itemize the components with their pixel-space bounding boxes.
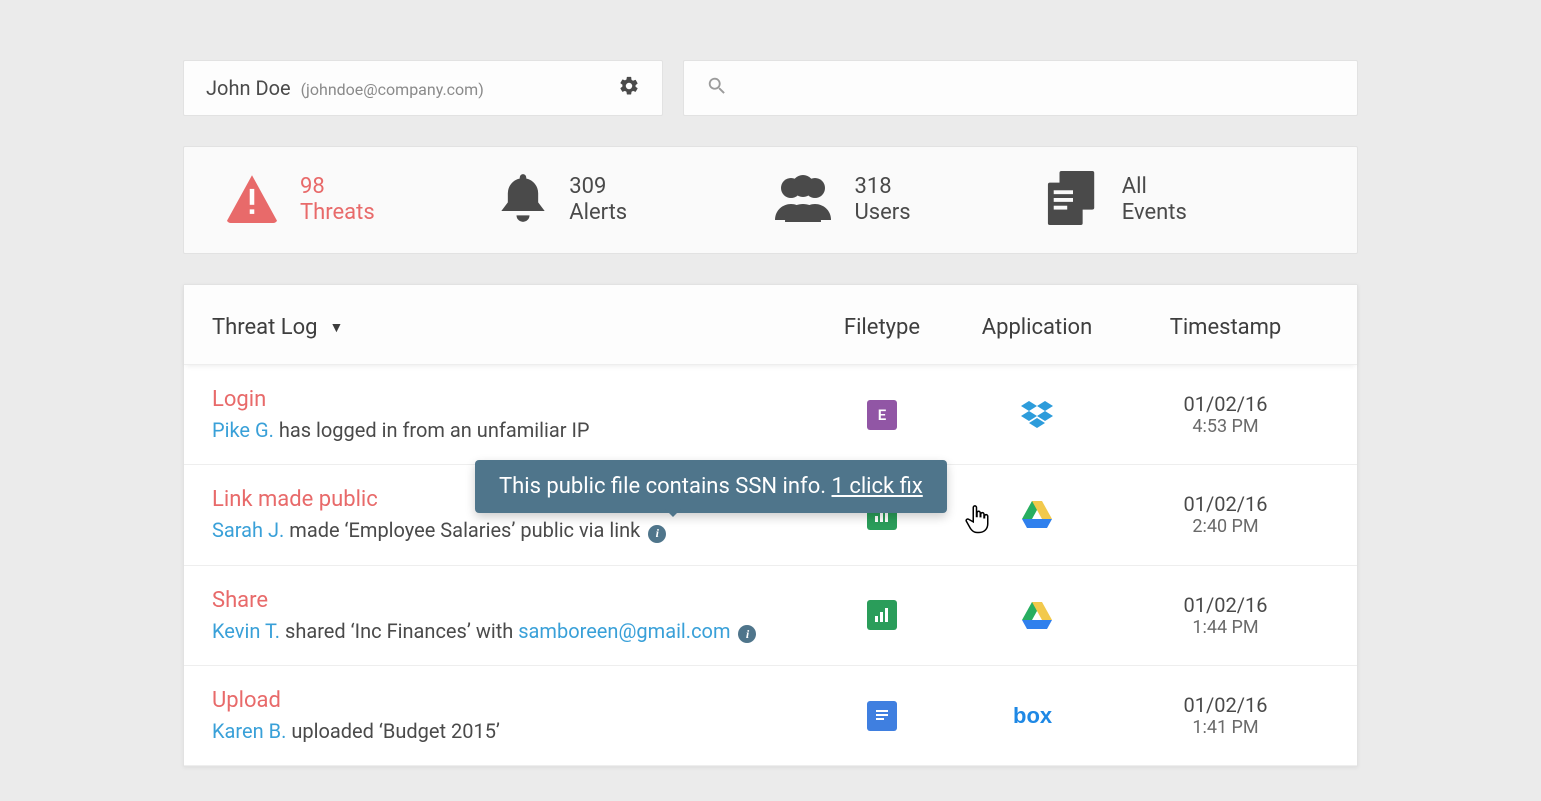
documents-icon xyxy=(1044,171,1102,229)
timestamp-time: 1:44 PM xyxy=(1122,617,1329,638)
top-bar: John Doe (johndoe@company.com) xyxy=(183,60,1358,116)
col-timestamp[interactable]: Timestamp xyxy=(1122,315,1329,340)
threat-log-panel: Threat Log ▼ Filetype Application Timest… xyxy=(183,284,1358,767)
warning-icon xyxy=(224,173,280,227)
col-application[interactable]: Application xyxy=(952,315,1122,340)
user-email: (johndoe@company.com) xyxy=(301,80,484,99)
svg-text:box: box xyxy=(1013,703,1053,728)
alerts-label: Alerts xyxy=(569,200,627,226)
filetype-badge xyxy=(867,701,897,731)
bell-icon xyxy=(497,169,549,231)
user-card: John Doe (johndoe@company.com) xyxy=(183,60,663,116)
filetype-badge: E xyxy=(867,400,897,430)
info-tooltip: This public file contains SSN info. 1 cl… xyxy=(475,460,947,513)
info-icon[interactable]: i xyxy=(738,625,756,643)
timestamp-date: 01/02/16 xyxy=(1122,593,1329,617)
tooltip-fix-link[interactable]: 1 click fix xyxy=(832,474,923,499)
threat-actor[interactable]: Kevin T. xyxy=(212,619,280,643)
users-icon xyxy=(771,171,835,229)
summary-bar: 98 Threats 309 Alerts 318 xyxy=(183,146,1358,254)
app-icon xyxy=(952,501,1122,528)
col-threat-log-label: Threat Log xyxy=(212,315,318,340)
events-label: Events xyxy=(1122,200,1187,226)
threat-type: Share xyxy=(212,588,812,613)
info-icon[interactable]: i xyxy=(648,525,666,543)
filetype-badge xyxy=(867,600,897,630)
tooltip-text: This public file contains SSN info. xyxy=(499,474,832,499)
threat-desc: Karen B. uploaded ‘Budget 2015’ xyxy=(212,719,812,743)
users-count: 318 xyxy=(855,174,911,200)
timestamp-time: 1:41 PM xyxy=(1122,717,1329,738)
user-name: John Doe xyxy=(206,76,291,100)
search-input[interactable] xyxy=(683,60,1358,116)
table-row[interactable]: Login Pike G. has logged in from an unfam… xyxy=(184,365,1357,465)
threat-actor[interactable]: Pike G. xyxy=(212,418,274,442)
summary-events[interactable]: All Events xyxy=(1044,171,1317,229)
threat-desc: Sarah J. made ‘Employee Salaries’ public… xyxy=(212,518,812,543)
summary-users[interactable]: 318 Users xyxy=(771,171,1044,229)
summary-alerts[interactable]: 309 Alerts xyxy=(497,169,770,231)
threat-actor[interactable]: Karen B. xyxy=(212,719,286,743)
table-header: Threat Log ▼ Filetype Application Timest… xyxy=(184,285,1357,365)
col-filetype[interactable]: Filetype xyxy=(812,315,952,340)
timestamp-time: 4:53 PM xyxy=(1122,416,1329,437)
threats-count: 98 xyxy=(300,174,375,200)
threat-actor[interactable]: Sarah J. xyxy=(212,518,284,542)
timestamp-date: 01/02/16 xyxy=(1122,693,1329,717)
app-icon: box xyxy=(952,703,1122,729)
col-threat-log[interactable]: Threat Log ▼ xyxy=(212,315,812,340)
timestamp-time: 2:40 PM xyxy=(1122,516,1329,537)
threat-desc: Kevin T. shared ‘Inc Finances’ with samb… xyxy=(212,619,812,644)
search-icon xyxy=(706,75,728,101)
sort-caret-icon: ▼ xyxy=(330,319,344,336)
threats-label: Threats xyxy=(300,200,375,226)
app-icon xyxy=(952,602,1122,629)
threat-type: Upload xyxy=(212,688,812,713)
table-row[interactable]: Share Kevin T. shared ‘Inc Finances’ with… xyxy=(184,566,1357,667)
summary-threats[interactable]: 98 Threats xyxy=(224,173,497,227)
users-label: Users xyxy=(855,200,911,226)
app-icon xyxy=(952,401,1122,429)
alerts-count: 309 xyxy=(569,174,627,200)
events-count: All xyxy=(1122,174,1187,200)
timestamp-date: 01/02/16 xyxy=(1122,492,1329,516)
gear-icon[interactable] xyxy=(618,75,640,101)
threat-link[interactable]: samboreen@gmail.com xyxy=(518,619,730,643)
table-row[interactable]: Upload Karen B. uploaded ‘Budget 2015’ box… xyxy=(184,666,1357,766)
threat-desc: Pike G. has logged in from an unfamiliar… xyxy=(212,418,812,442)
threat-type: Login xyxy=(212,387,812,412)
timestamp-date: 01/02/16 xyxy=(1122,392,1329,416)
